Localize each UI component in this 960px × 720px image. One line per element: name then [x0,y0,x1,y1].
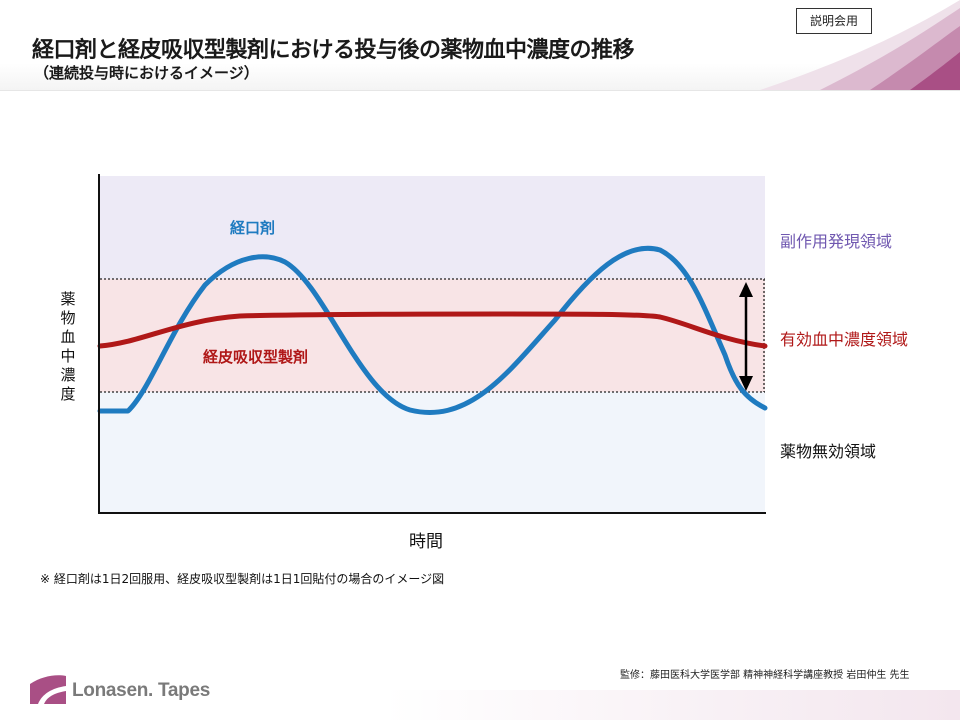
footer-band [0,690,960,720]
footnote: ※ 経口剤は1日2回服用、経皮吸収型製剤は1日1回貼付の場合のイメージ図 [40,572,445,586]
patch-concentration-line [97,311,768,349]
effective-range-arrowhead-down [739,376,753,391]
supervisor-credit: 監修：藤田医科大学医学部 精神神経科学講座教授 岩田仲生 先生 [620,670,910,681]
audience-badge: 説明会用 [796,8,872,34]
x-axis-label: 時間 [409,532,443,552]
ineffective-zone-label: 薬物無効領域 [780,442,877,461]
y-axis-label: 薬 物 血 中 濃 度 [60,290,76,403]
header-swoosh-decoration [760,0,960,90]
page-subtitle: （連続投与時におけるイメージ） [34,64,259,82]
patch-series-label: 経皮吸収型製剤 [203,348,309,366]
side-effect-zone-label: 副作用発現領域 [780,232,893,251]
effective-zone-label: 有効血中濃度領域 [780,330,909,349]
brand-logo-text: Lonasen. Tapes [72,680,210,701]
effective-range-arrowhead-up [739,282,753,297]
side-effect-zone [100,176,765,279]
page-title: 経口剤と経皮吸収型製剤における投与後の薬物血中濃度の推移 [32,38,635,63]
oral-series-label: 経口剤 [230,219,276,237]
oral-concentration-line [97,245,768,415]
effective-zone [100,279,765,392]
brand-logo-mark [30,675,66,704]
